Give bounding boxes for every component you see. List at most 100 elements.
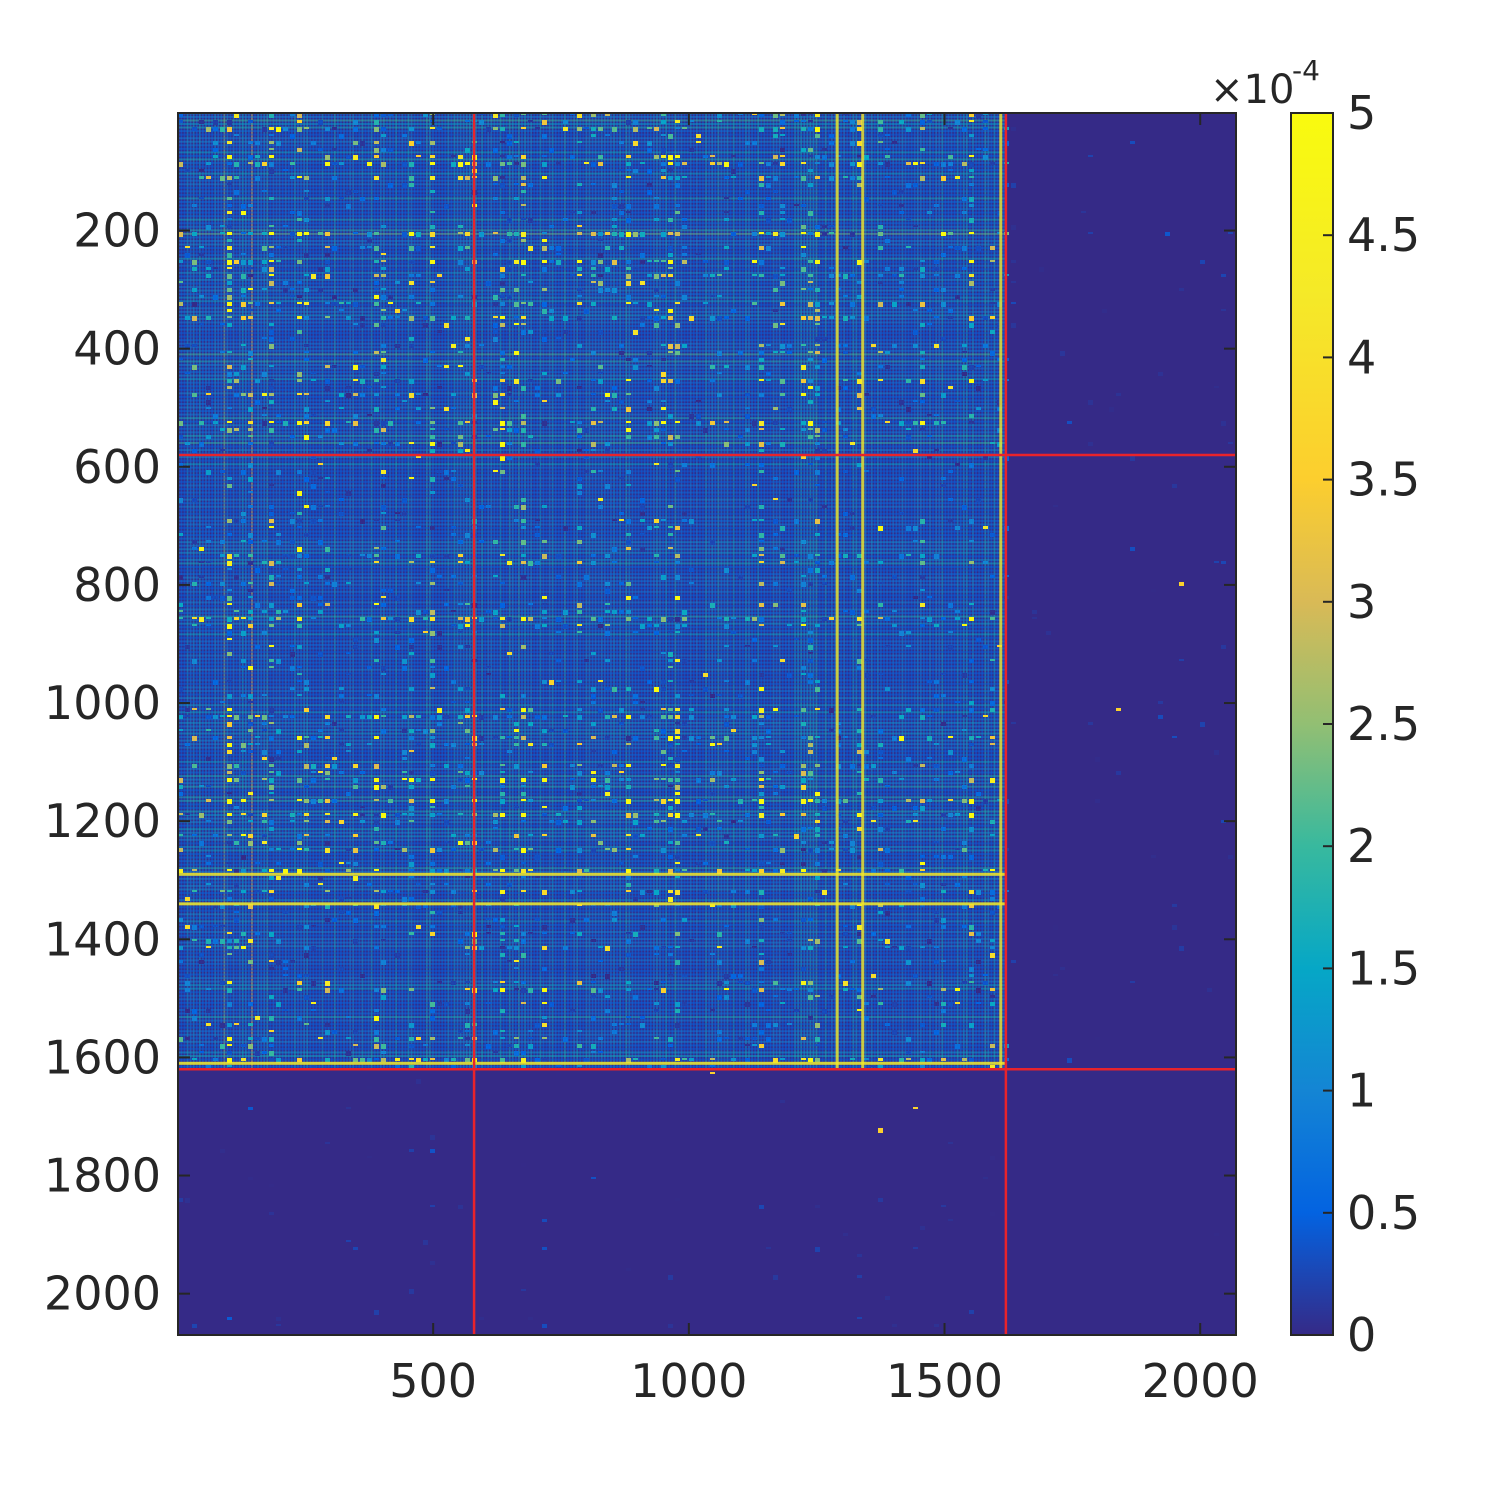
row-stripe [178, 580, 1006, 583]
heatmap-cell [346, 750, 351, 752]
heatmap-cell [1067, 421, 1072, 424]
row-stripe [178, 998, 1006, 1001]
heatmap-cell [514, 722, 519, 726]
heatmap-cell [353, 848, 358, 853]
heatmap-cell [675, 120, 680, 123]
heatmap-cell [773, 848, 778, 852]
heatmap-cell [458, 421, 463, 425]
heatmap-cell [668, 155, 673, 160]
heatmap-cell [969, 603, 974, 605]
heatmap-cell [801, 253, 806, 257]
row-stripe [178, 371, 1006, 374]
row-stripe [178, 410, 1006, 413]
heatmap-cell [241, 253, 246, 255]
heatmap-cell [542, 155, 547, 157]
heatmap-cell [269, 127, 274, 130]
heatmap-cell [626, 435, 631, 439]
heatmap-cell [766, 246, 771, 251]
heatmap-cell [696, 134, 701, 138]
heatmap-cell [381, 505, 386, 510]
heatmap-cell [458, 1205, 463, 1209]
row-stripe [178, 569, 1006, 572]
heatmap-cell [192, 1324, 197, 1328]
x-tick-label: 500 [389, 1354, 477, 1408]
heatmap-cell [808, 120, 813, 122]
y-tick-label: 1000 [44, 676, 161, 730]
heatmap-cell [612, 197, 617, 200]
heatmap-cell [913, 449, 918, 453]
heatmap-cell [206, 176, 211, 179]
heatmap-cell [276, 659, 281, 664]
heatmap-cell [759, 988, 764, 992]
heatmap-cell [878, 526, 883, 531]
heatmap-cell [227, 316, 232, 318]
bright-column-line [999, 113, 1003, 1070]
heatmap-cell [843, 946, 848, 948]
heatmap-cell [955, 274, 960, 278]
heatmap-cell [815, 309, 820, 312]
heatmap-cell [668, 463, 673, 468]
heatmap-cell [934, 911, 939, 914]
heatmap-cell [759, 204, 764, 208]
row-stripe [178, 144, 1006, 147]
heatmap-cell [976, 365, 981, 367]
heatmap-cell [556, 631, 561, 633]
heatmap-cell [969, 708, 974, 713]
heatmap-cell [556, 379, 561, 384]
heatmap-cell [969, 162, 974, 167]
heatmap-cell [199, 246, 204, 248]
heatmap-cell [913, 806, 918, 810]
heatmap-cell [416, 1058, 421, 1062]
heatmap-cell [451, 442, 456, 444]
heatmap-cell [227, 155, 232, 159]
heatmap-cell [430, 932, 435, 936]
heatmap-cell [500, 302, 505, 306]
heatmap-cell [598, 960, 603, 962]
heatmap-cell [962, 715, 967, 717]
heatmap-cell [304, 414, 309, 419]
heatmap-cell [570, 890, 575, 894]
heatmap-cell [388, 148, 393, 152]
heatmap-cell [696, 736, 701, 739]
heatmap-cell [185, 372, 190, 374]
heatmap-cell [297, 1058, 302, 1062]
heatmap-cell [570, 785, 575, 790]
heatmap-cell [955, 120, 960, 125]
heatmap-cell [801, 946, 806, 950]
heatmap-cell [486, 435, 491, 437]
heatmap-cell [815, 834, 820, 837]
heatmap-cell [374, 603, 379, 605]
heatmap-cell [640, 505, 645, 510]
heatmap-cell [710, 1065, 715, 1067]
heatmap-cell [465, 869, 470, 873]
heatmap-cell [773, 547, 778, 550]
heatmap-cell [724, 715, 729, 718]
colorbar-tick-label: 4 [1347, 330, 1376, 384]
heatmap-cell [647, 407, 652, 411]
heatmap-cell [521, 239, 526, 242]
heatmap-cell [346, 869, 351, 872]
heatmap-cell [227, 162, 232, 165]
heatmap-cell [878, 911, 883, 914]
heatmap-cell [815, 134, 820, 138]
heatmap-cell [871, 407, 876, 411]
heatmap-cell [479, 876, 484, 878]
heatmap-cell [213, 904, 218, 908]
heatmap-cell [192, 288, 197, 292]
heatmap-cell [269, 379, 274, 382]
row-stripe [178, 955, 1006, 958]
heatmap-cell [759, 925, 764, 930]
heatmap-cell [325, 568, 330, 572]
heatmap-cell [899, 204, 904, 207]
heatmap-cell [759, 757, 764, 762]
heatmap-cell [465, 708, 470, 713]
heatmap-cell [654, 1037, 659, 1039]
heatmap-cell [675, 855, 680, 859]
heatmap-cell [843, 799, 848, 803]
heatmap-cell [514, 162, 519, 165]
heatmap-cell [1116, 708, 1121, 711]
heatmap-cell [549, 652, 554, 655]
heatmap-cell [360, 365, 365, 368]
heatmap-cell [920, 603, 925, 607]
heatmap-cell [430, 232, 435, 237]
